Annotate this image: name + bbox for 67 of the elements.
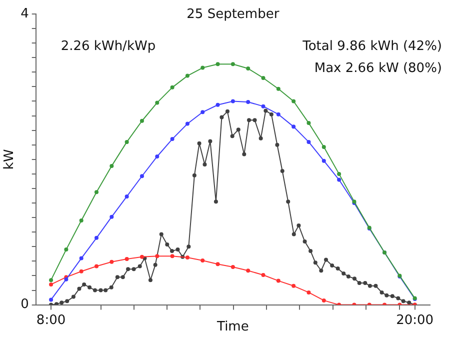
point (200, 258, 205, 262)
point (140, 254, 144, 259)
point (230, 264, 235, 269)
point (155, 100, 160, 105)
point (230, 62, 235, 66)
point (110, 164, 114, 168)
point (306, 140, 311, 144)
point (261, 104, 266, 108)
point (337, 172, 342, 176)
point (276, 278, 280, 283)
point (261, 76, 266, 80)
point (155, 254, 160, 258)
x-axis-title: Time (216, 320, 249, 335)
x-tick-label: 20:00 (396, 312, 434, 328)
point (140, 118, 144, 123)
point (292, 284, 296, 288)
point (322, 158, 326, 163)
y-tick-label: 0 (20, 297, 29, 312)
point (322, 145, 326, 150)
point (155, 154, 160, 158)
annotation: Max 2.66 kW (80%) (314, 61, 442, 76)
annotation: Total 9.86 kWh (42%) (302, 39, 442, 54)
point (216, 102, 220, 107)
point (185, 256, 190, 260)
point (124, 194, 129, 198)
point (94, 190, 99, 194)
x-tick-label: 8:00 (36, 312, 66, 328)
y-tick-label: 4 (20, 6, 29, 22)
point (110, 214, 114, 219)
point (306, 121, 311, 126)
point (79, 218, 84, 222)
point (124, 257, 129, 261)
point (170, 254, 174, 258)
annotation: 2.26 kWh/kWp (60, 39, 156, 54)
point (140, 174, 144, 178)
point (185, 122, 190, 126)
point (79, 256, 84, 260)
point (246, 100, 250, 104)
point (216, 262, 220, 266)
point (64, 248, 68, 252)
point (79, 269, 84, 274)
point (94, 236, 99, 240)
point (216, 62, 220, 66)
point (292, 124, 296, 129)
point (246, 268, 250, 273)
point (94, 264, 99, 268)
point (337, 178, 342, 182)
point (170, 85, 174, 90)
point (185, 74, 190, 78)
point (261, 272, 266, 277)
point (246, 66, 250, 71)
point (49, 298, 54, 302)
point (306, 290, 311, 294)
point (292, 99, 296, 104)
point (276, 86, 280, 91)
y-axis-title: kW (2, 149, 18, 170)
point (322, 298, 326, 302)
point (200, 66, 205, 70)
point (124, 140, 129, 144)
point (230, 99, 235, 104)
point (110, 260, 114, 264)
point (49, 282, 54, 286)
point (276, 112, 280, 116)
chart-title: 25 September (186, 7, 280, 22)
point (49, 278, 54, 282)
point (200, 110, 205, 114)
point (170, 137, 174, 142)
